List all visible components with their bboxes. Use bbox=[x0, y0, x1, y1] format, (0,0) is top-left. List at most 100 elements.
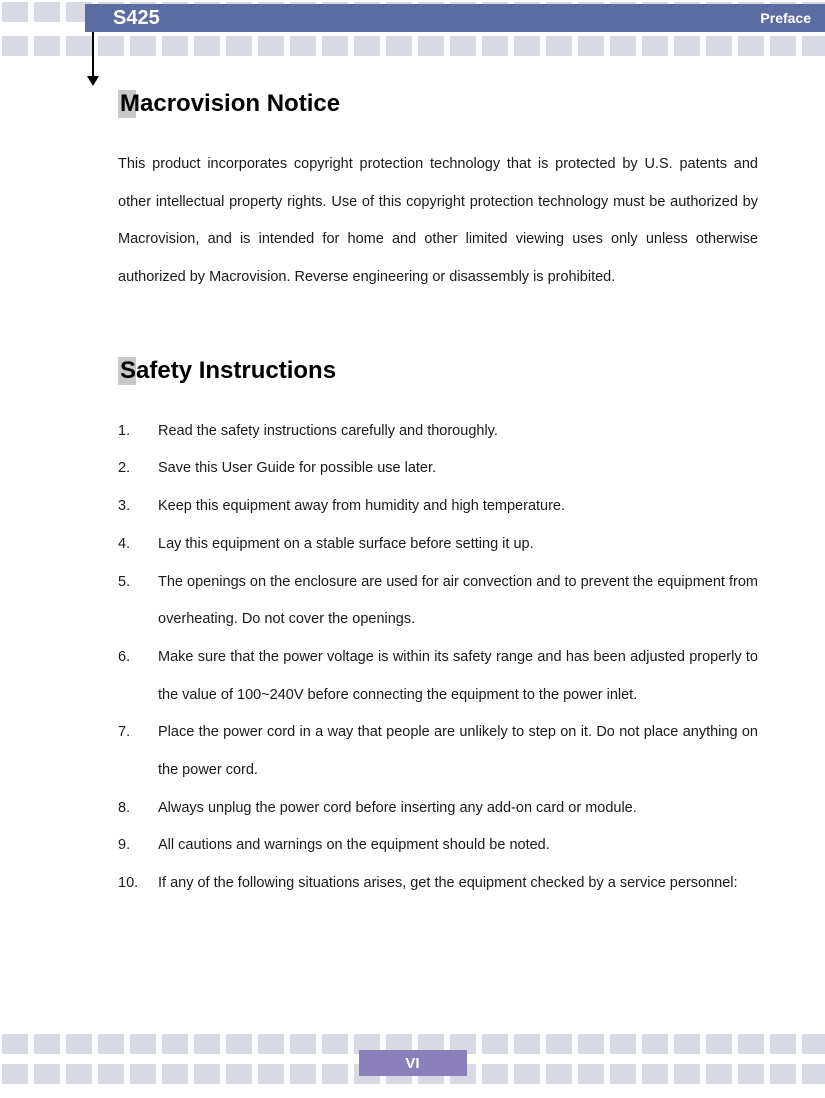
deco-square bbox=[546, 1034, 572, 1054]
deco-square bbox=[98, 1064, 124, 1084]
deco-square bbox=[514, 36, 540, 56]
deco-square bbox=[706, 36, 732, 56]
list-item: 10.If any of the following situations ar… bbox=[118, 865, 758, 903]
deco-square bbox=[738, 1034, 764, 1054]
deco-square bbox=[706, 1064, 732, 1084]
list-number: 8. bbox=[118, 790, 158, 828]
list-item: 1.Read the safety instructions carefully… bbox=[118, 413, 758, 451]
deco-square bbox=[2, 36, 28, 56]
deco-square bbox=[194, 36, 220, 56]
deco-square bbox=[322, 36, 348, 56]
deco-square bbox=[546, 1064, 572, 1084]
deco-square bbox=[2, 2, 28, 22]
deco-square bbox=[66, 1034, 92, 1054]
list-text: Lay this equipment on a stable surface b… bbox=[158, 526, 758, 564]
deco-square bbox=[194, 1034, 220, 1054]
list-text: Place the power cord in a way that peopl… bbox=[158, 714, 758, 789]
deco-row-top-2 bbox=[0, 36, 825, 56]
deco-square bbox=[34, 36, 60, 56]
list-text: Always unplug the power cord before inse… bbox=[158, 790, 758, 828]
deco-square bbox=[194, 1064, 220, 1084]
deco-square bbox=[674, 1034, 700, 1054]
list-item: 6.Make sure that the power voltage is wi… bbox=[118, 639, 758, 714]
deco-square bbox=[514, 1064, 540, 1084]
list-item: 8.Always unplug the power cord before in… bbox=[118, 790, 758, 828]
safety-title: Safety Instructions bbox=[118, 357, 758, 385]
list-text: All cautions and warnings on the equipme… bbox=[158, 827, 758, 865]
list-item: 5.The openings on the enclosure are used… bbox=[118, 564, 758, 639]
list-number: 7. bbox=[118, 714, 158, 789]
deco-square bbox=[290, 1064, 316, 1084]
list-number: 6. bbox=[118, 639, 158, 714]
deco-square bbox=[578, 36, 604, 56]
list-number: 9. bbox=[118, 827, 158, 865]
list-item: 7.Place the power cord in a way that peo… bbox=[118, 714, 758, 789]
list-number: 3. bbox=[118, 488, 158, 526]
deco-square bbox=[66, 36, 92, 56]
deco-square bbox=[34, 1064, 60, 1084]
list-text: If any of the following situations arise… bbox=[158, 865, 758, 903]
deco-square bbox=[482, 1034, 508, 1054]
list-text: Make sure that the power voltage is with… bbox=[158, 639, 758, 714]
list-item: 3.Keep this equipment away from humidity… bbox=[118, 488, 758, 526]
deco-square bbox=[546, 36, 572, 56]
deco-square bbox=[738, 1064, 764, 1084]
list-number: 1. bbox=[118, 413, 158, 451]
arrow-down-icon bbox=[87, 76, 99, 86]
deco-square bbox=[322, 1034, 348, 1054]
deco-square bbox=[226, 1034, 252, 1054]
deco-square bbox=[610, 1034, 636, 1054]
arrow-line bbox=[92, 32, 94, 80]
list-number: 5. bbox=[118, 564, 158, 639]
deco-square bbox=[674, 36, 700, 56]
list-number: 10. bbox=[118, 865, 158, 903]
deco-square bbox=[130, 36, 156, 56]
deco-square bbox=[98, 36, 124, 56]
deco-square bbox=[642, 1034, 668, 1054]
deco-square bbox=[34, 1034, 60, 1054]
deco-square bbox=[162, 36, 188, 56]
deco-square bbox=[258, 1034, 284, 1054]
deco-square bbox=[578, 1034, 604, 1054]
deco-square bbox=[66, 1064, 92, 1084]
deco-square bbox=[258, 36, 284, 56]
deco-square bbox=[674, 1064, 700, 1084]
deco-square bbox=[450, 36, 476, 56]
deco-square bbox=[226, 36, 252, 56]
deco-square bbox=[98, 1034, 124, 1054]
deco-square bbox=[354, 36, 380, 56]
deco-square bbox=[770, 1064, 796, 1084]
deco-square bbox=[706, 1034, 732, 1054]
deco-square bbox=[482, 36, 508, 56]
deco-square bbox=[610, 36, 636, 56]
deco-square bbox=[642, 36, 668, 56]
macrovision-title: Macrovision Notice bbox=[118, 90, 758, 118]
deco-square bbox=[610, 1064, 636, 1084]
list-text: The openings on the enclosure are used f… bbox=[158, 564, 758, 639]
deco-square bbox=[130, 1064, 156, 1084]
list-number: 4. bbox=[118, 526, 158, 564]
list-item: 2.Save this User Guide for possible use … bbox=[118, 450, 758, 488]
list-item: 9.All cautions and warnings on the equip… bbox=[118, 827, 758, 865]
deco-square bbox=[770, 1034, 796, 1054]
header-section: Preface bbox=[760, 10, 811, 26]
page-number-badge: VI bbox=[359, 1050, 467, 1076]
deco-square bbox=[514, 1034, 540, 1054]
deco-square bbox=[226, 1064, 252, 1084]
safety-list: 1.Read the safety instructions carefully… bbox=[118, 413, 758, 903]
deco-square bbox=[802, 1034, 825, 1054]
deco-square bbox=[738, 36, 764, 56]
deco-square bbox=[162, 1034, 188, 1054]
deco-square bbox=[482, 1064, 508, 1084]
deco-square bbox=[322, 1064, 348, 1084]
deco-square bbox=[34, 2, 60, 22]
macrovision-body: This product incorporates copyright prot… bbox=[118, 146, 758, 297]
deco-square bbox=[802, 36, 825, 56]
deco-square bbox=[418, 36, 444, 56]
deco-square bbox=[130, 1034, 156, 1054]
deco-square bbox=[162, 1064, 188, 1084]
deco-square bbox=[386, 36, 412, 56]
page-content: Macrovision Notice This product incorpor… bbox=[118, 90, 758, 903]
deco-square bbox=[770, 36, 796, 56]
list-number: 2. bbox=[118, 450, 158, 488]
